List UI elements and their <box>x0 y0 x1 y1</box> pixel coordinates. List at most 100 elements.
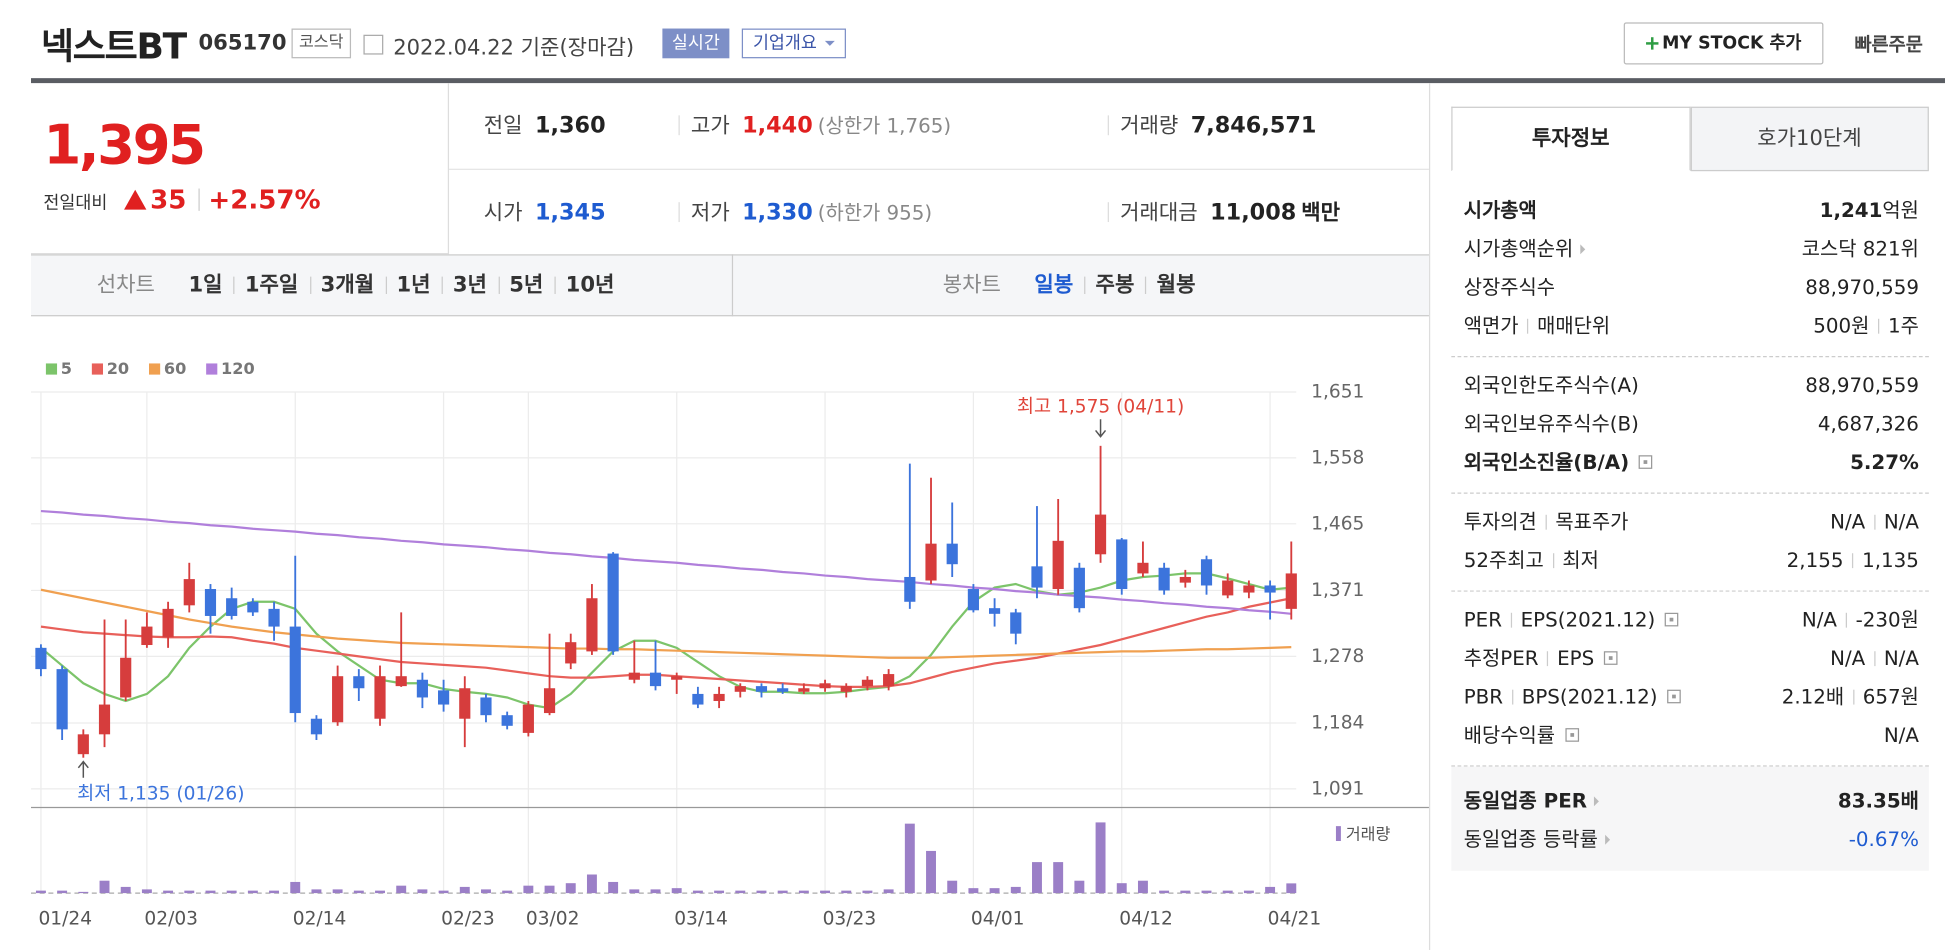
info-row: 외국인소진율(B/A) 5.27% <box>1464 443 1919 481</box>
label-text: 52주최고 <box>1463 548 1544 572</box>
volume-bar <box>1286 883 1297 894</box>
candle-tab[interactable]: 월봉 <box>1145 256 1207 316</box>
value-text: -230원 <box>1855 607 1919 632</box>
info-row: PER EPS(2021.12) N/A -230원 <box>1464 600 1919 638</box>
info-row: 외국인보유주식수(B) 4,687,326 <box>1464 404 1919 442</box>
value-text: N/A <box>1883 723 1919 747</box>
value-unit: 억원 <box>1882 198 1919 223</box>
volume-bar <box>862 890 873 894</box>
summary-cell: 전일 1,360 <box>484 83 606 169</box>
candle-body <box>353 676 365 689</box>
candle-body <box>522 704 534 733</box>
my-stock-button[interactable]: MY STOCK 추가 <box>1623 22 1824 65</box>
label-text: EPS <box>1557 646 1595 670</box>
period-tab[interactable]: 10년 <box>554 256 625 316</box>
summary: 전일 1,360 고가 1,440 (상한가 1,765) 거래량 7,846,571 시가 1… <box>449 83 1429 254</box>
volume-bar <box>947 880 958 894</box>
info-tab[interactable]: 투자정보 <box>1451 106 1691 172</box>
label-text: 동일업종 PER <box>1463 788 1588 813</box>
volume-bar <box>1010 886 1021 894</box>
candle-body <box>289 626 301 714</box>
value-text: 88,970,559 <box>1805 373 1919 397</box>
candle-body <box>1285 573 1297 609</box>
volume-bar <box>311 889 322 894</box>
period-tab[interactable]: 1주일 <box>233 256 310 316</box>
info-row: 외국인한도주식수(A) 88,970,559 <box>1464 366 1919 404</box>
value-text: 83.35배 <box>1837 788 1919 813</box>
overview-dropdown[interactable]: 기업개요 <box>741 28 846 59</box>
realtime-button[interactable]: 실시간 <box>662 28 730 59</box>
candle-body <box>1137 562 1149 574</box>
candle-body <box>141 626 153 646</box>
stock-chart: 1,091 1,184 1,278 1,371 1,465 1,558 1,651 01/24… <box>31 359 1429 930</box>
x-tick-label: 02/23 <box>441 909 495 930</box>
info-group: 동일업종 PER 83.35배 동일업종 등락률 -0.67% <box>1451 766 1929 871</box>
summary-cell: 거래대금 11,008 백만 <box>1107 170 1340 256</box>
summary-value: 1,360 <box>534 112 606 139</box>
high-arrow <box>1095 419 1107 438</box>
info-group: PER EPS(2021.12) N/A -230원 추정PER EPS N/A N/A PBR… <box>1451 592 1929 767</box>
arrow-icon[interactable] <box>1580 243 1586 254</box>
volume-bar <box>650 889 661 894</box>
label-text: 외국인한도주식수(A) <box>1463 373 1639 397</box>
help-icon[interactable] <box>1564 728 1579 742</box>
summary-label: 시가 <box>483 200 523 226</box>
period-tab[interactable]: 5년 <box>498 256 554 316</box>
summary-cell: 저가 1,330 (하한가 955) <box>678 170 932 256</box>
quick-order[interactable]: 빠른주문 <box>1854 33 1923 56</box>
volume-bar <box>904 823 915 894</box>
label-text: 시가총액 <box>1463 198 1537 223</box>
market-badge: 코스닥 <box>291 28 351 59</box>
candle-body <box>734 686 746 692</box>
arrow-icon[interactable] <box>1594 795 1600 806</box>
volume-bar <box>1243 890 1254 894</box>
candle-body <box>480 697 492 716</box>
candle-body <box>183 579 195 606</box>
value-text: 1,135 <box>1862 548 1919 572</box>
info-value: 500원 1주 <box>1813 306 1919 344</box>
period-tab[interactable]: 3년 <box>441 256 498 316</box>
change-label: 전일대비 <box>43 193 108 214</box>
candle-body <box>861 679 874 687</box>
legend-label: 5 <box>61 359 72 378</box>
candle-body <box>1158 567 1170 591</box>
volume-bar <box>269 890 280 894</box>
candle-tab[interactable]: 주봉 <box>1084 256 1145 316</box>
volume-bar <box>1265 886 1276 894</box>
help-icon[interactable] <box>1667 689 1682 704</box>
label-text: 시가총액순위 <box>1463 236 1574 261</box>
tab-group-label: 봉차트 <box>942 272 1001 298</box>
info-label: 투자의견 목표주가 <box>1464 502 1629 540</box>
separator <box>1852 552 1854 568</box>
value-text: N/A <box>1883 646 1919 670</box>
candle-tab[interactable]: 일봉 <box>1034 272 1074 298</box>
help-icon[interactable] <box>1665 612 1679 627</box>
value-text: N/A <box>1883 509 1919 534</box>
change: 35 <box>150 184 187 215</box>
info-value: 5.27% <box>1850 443 1919 481</box>
candle-body <box>226 598 238 616</box>
arrow-icon[interactable] <box>1605 834 1611 845</box>
candle-body <box>56 669 68 730</box>
investment-info: 투자정보 호가10단계 시가총액 1,241 억원 시가총액순위 코스닥 821위 상장주식… <box>1451 106 1929 871</box>
period-tab[interactable]: 1일 <box>188 272 223 298</box>
info-tab[interactable]: 호가10단계 <box>1690 106 1929 172</box>
volume-bar <box>820 890 831 894</box>
volume-bar <box>1180 890 1191 894</box>
help-icon[interactable] <box>1604 651 1618 665</box>
candle-body <box>713 693 725 702</box>
value-text: N/A <box>1830 646 1866 670</box>
label-text: 외국인소진율(B/A) <box>1463 450 1630 474</box>
volume-bar <box>1032 862 1042 894</box>
candle-body <box>374 676 386 719</box>
period-tab[interactable]: 3개월 <box>309 256 385 316</box>
volume-bar <box>756 890 767 894</box>
volume-bar <box>290 881 301 894</box>
candle-body <box>628 672 640 680</box>
help-icon[interactable] <box>1639 455 1653 469</box>
period-tab[interactable]: 1년 <box>385 256 441 316</box>
volume-bar <box>120 886 131 894</box>
volume-bar <box>332 889 343 894</box>
info-group: 외국인한도주식수(A) 88,970,559 외국인보유주식수(B) 4,687,32… <box>1451 357 1929 494</box>
